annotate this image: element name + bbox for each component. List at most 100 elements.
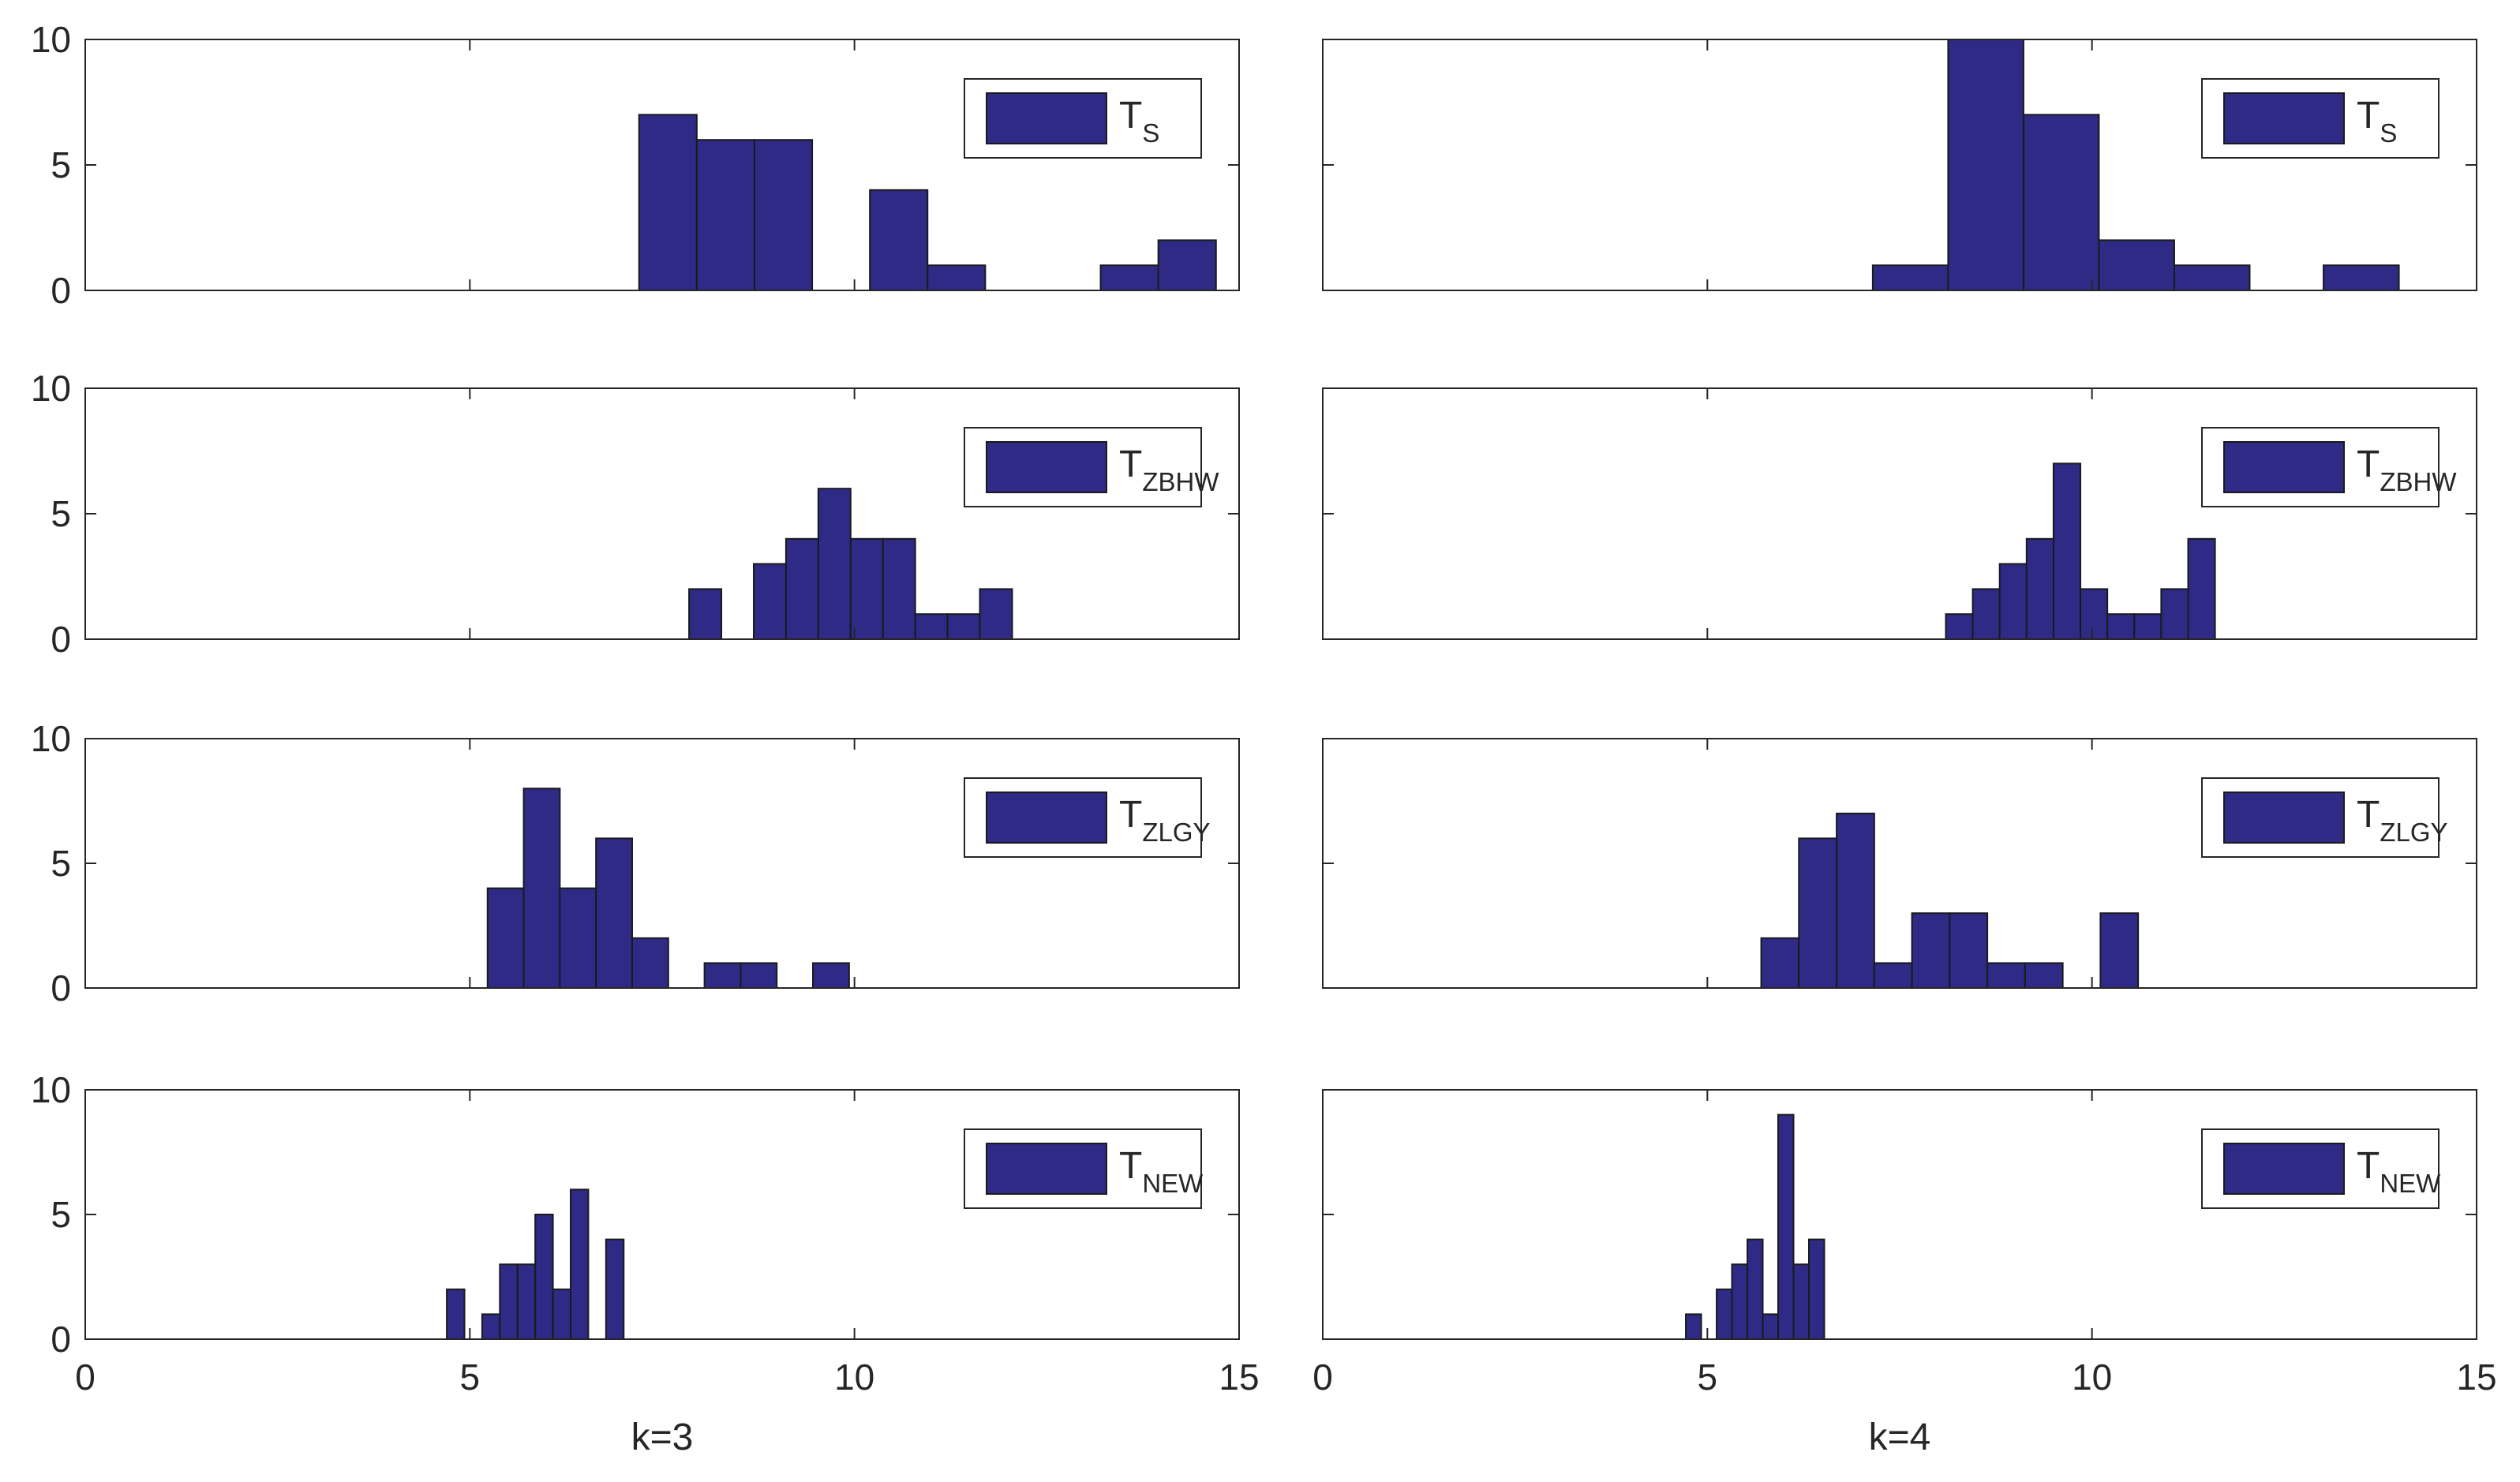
legend-swatch [2223, 792, 2345, 844]
histogram-bar [752, 563, 787, 640]
histogram-bar [2052, 462, 2082, 641]
legend-label: TNEW [2357, 1145, 2441, 1198]
legend-label-subscript: ZBHW [1142, 467, 1219, 496]
y-tick-label: 10 [31, 19, 71, 60]
legend-label-subscript: S [2380, 118, 2397, 148]
legend: TZLGY [2201, 777, 2448, 858]
x-tick-label: 15 [2456, 1357, 2496, 1398]
histogram-panel-3: 0 5 10 TZBHW [31, 368, 1240, 660]
histogram-bar [703, 962, 742, 990]
histogram-bar [516, 1263, 537, 1340]
legend-label-subscript: ZLGY [1142, 818, 1210, 847]
legend: TS [964, 78, 1202, 159]
histogram-panel-1: 0 5 10 TS [31, 19, 1240, 311]
histogram-panel-4: TZBHW [1322, 387, 2477, 641]
plot-area-frame [84, 387, 1240, 640]
histogram-bar [570, 1188, 590, 1341]
histogram-bar [559, 887, 597, 989]
histogram-panel-8: 0 5 10 15 k=4 TNEW [1312, 1089, 2497, 1458]
histogram-bar [2024, 962, 2064, 990]
legend: TZBHW [2201, 427, 2457, 507]
legend-swatch [2223, 441, 2345, 493]
legend-label: TZBHW [1119, 443, 1219, 496]
histogram-panel-2: TS [1322, 39, 2477, 292]
legend-label-subscript: NEW [2380, 1169, 2441, 1198]
y-tick-label: 0 [51, 619, 71, 660]
histogram-panel-6: TZLGY [1322, 738, 2477, 990]
histogram-bar [595, 837, 633, 990]
x-axis-label: k=3 [631, 1417, 694, 1458]
histogram-bar [1716, 1288, 1733, 1341]
x-tick-label: 10 [834, 1357, 874, 1398]
histogram-bar [605, 1238, 625, 1340]
histogram-bar [1947, 39, 2024, 291]
histogram-bar [688, 588, 723, 641]
histogram-bar [1777, 1113, 1795, 1340]
legend-label-main: T [2357, 95, 2380, 137]
histogram-bar [638, 114, 698, 291]
histogram-bar [1762, 1313, 1780, 1341]
histogram-bar [817, 488, 852, 641]
x-tick-label: 5 [1698, 1357, 1718, 1398]
histogram-bar [1986, 962, 2026, 990]
legend-swatch [986, 92, 1107, 144]
legend-label-main: T [1119, 1145, 1142, 1187]
histogram-bar [740, 962, 778, 990]
histogram-bar [1807, 1238, 1825, 1340]
histogram-bar [1911, 912, 1951, 989]
x-tick-label: 5 [460, 1357, 481, 1398]
histogram-bar [812, 962, 850, 990]
legend-label: TS [2357, 95, 2397, 148]
legend-label: TS [1119, 95, 1159, 148]
histogram-bar [946, 613, 981, 641]
histogram-bar [486, 887, 525, 989]
histogram-bar [2133, 613, 2162, 641]
histogram-bar [2025, 537, 2054, 640]
histogram-bar [882, 537, 916, 640]
legend-swatch [986, 1143, 1107, 1195]
y-tick-label: 0 [51, 1319, 71, 1360]
legend: TNEW [2201, 1128, 2441, 1209]
x-tick-label: 0 [75, 1357, 95, 1398]
histogram-bar [2022, 114, 2100, 291]
legend-label-subscript: S [1142, 118, 1159, 148]
histogram-bar [1731, 1263, 1749, 1340]
histogram-bar [1945, 613, 1974, 641]
legend-label-main: T [2357, 794, 2380, 836]
histogram-bar [2187, 537, 2216, 640]
histogram-bar [784, 537, 819, 640]
plot-area-frame [1322, 738, 2477, 989]
x-axis-label: k=4 [1869, 1417, 1931, 1458]
histogram-bar [1998, 563, 2028, 640]
legend-label-subscript: ZLGY [2380, 818, 2447, 847]
histogram-bar [1871, 264, 1949, 292]
legend: TZLGY [964, 777, 1211, 858]
y-tick-label: 5 [51, 493, 71, 534]
x-tick-label: 15 [1219, 1357, 1259, 1398]
y-tick-label: 0 [51, 967, 71, 1009]
histogram-bar [2160, 588, 2189, 641]
histogram-bar [446, 1288, 466, 1341]
plot-area-frame [1322, 1089, 2477, 1340]
legend-swatch [986, 792, 1107, 844]
y-tick-label: 5 [51, 1194, 71, 1235]
histogram-bar [2323, 264, 2400, 292]
histogram-bar [1836, 812, 1875, 990]
y-tick-label: 10 [31, 368, 71, 409]
plot-area-frame [84, 1089, 1240, 1340]
histogram-bar [1971, 588, 2001, 641]
histogram-bar [927, 264, 987, 292]
histogram-bar [1798, 837, 1838, 990]
histogram-bar [631, 937, 669, 990]
histogram-panel-7: 0 5 10 0 5 10 15 k=3 TNEW [31, 1069, 1260, 1458]
histogram-panel-5: 0 5 10 TZLGY [31, 718, 1240, 1009]
x-tick-label: 0 [1312, 1357, 1333, 1398]
legend: TZBHW [964, 427, 1219, 507]
histogram-bar [522, 788, 561, 990]
legend-label-main: T [2357, 443, 2380, 485]
legend: TNEW [964, 1128, 1204, 1209]
legend-label-main: T [1119, 95, 1142, 137]
histogram-bar [1157, 239, 1217, 291]
histogram-bar [849, 537, 884, 640]
histogram-bar [499, 1263, 519, 1340]
